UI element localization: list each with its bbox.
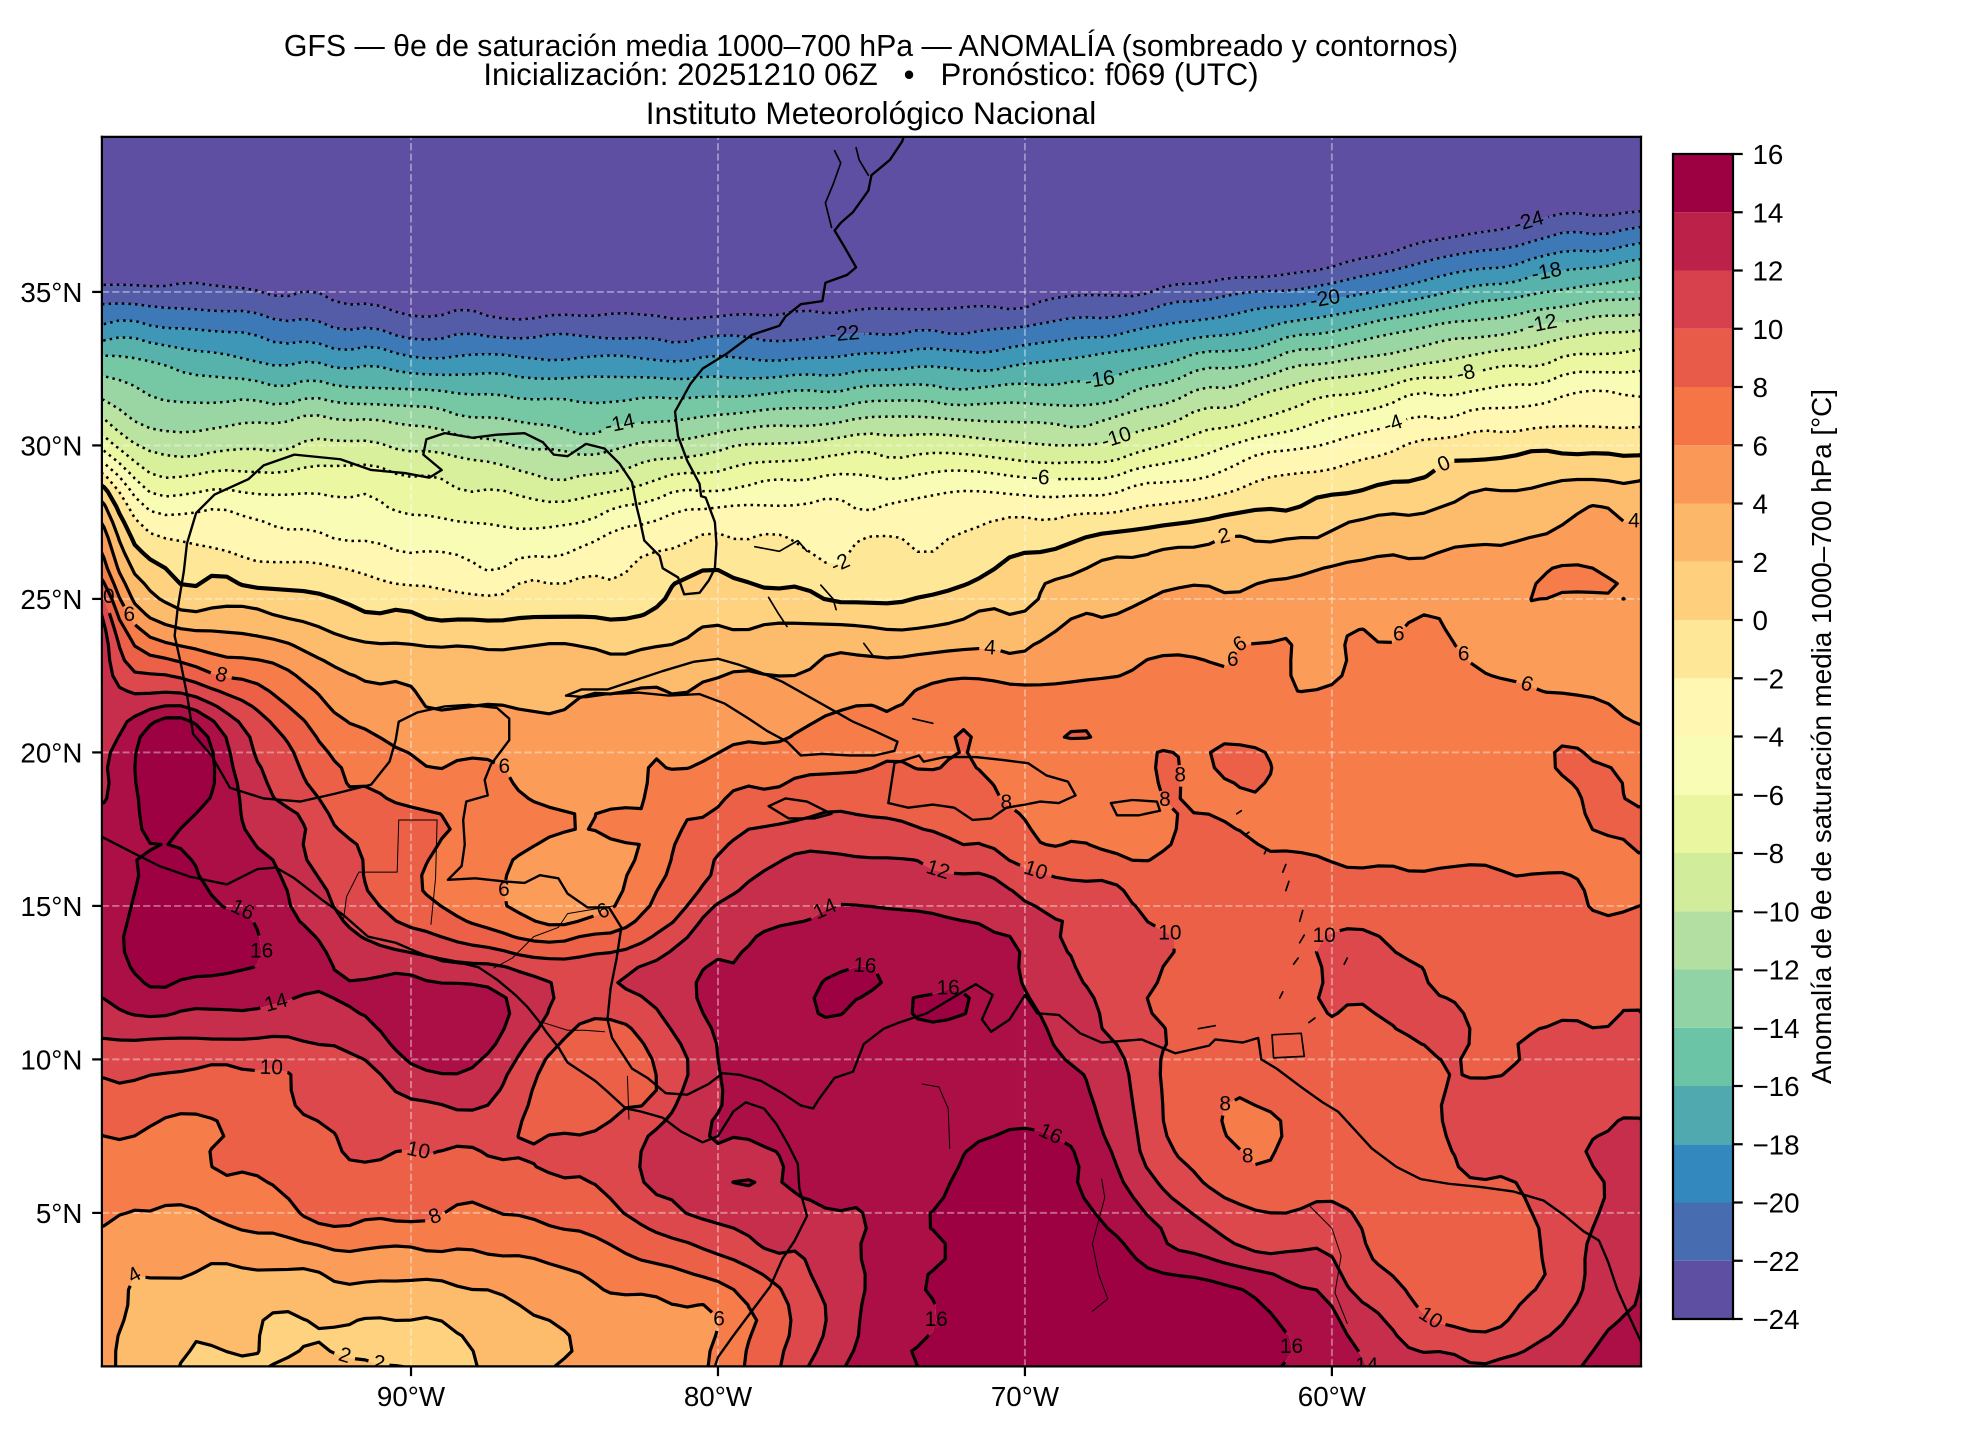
svg-text:16: 16 [1280,1335,1303,1358]
svg-text:-18: -18 [1530,258,1564,286]
svg-text:6: 6 [498,755,510,778]
svg-text:10: 10 [1313,924,1336,947]
svg-text:8: 8 [1000,791,1012,814]
svg-text:−16: −16 [1752,1071,1799,1102]
svg-text:35°N: 35°N [20,277,82,308]
svg-text:80°W: 80°W [684,1381,753,1412]
svg-text:90°W: 90°W [377,1381,446,1412]
svg-text:60°W: 60°W [1298,1381,1367,1412]
svg-text:4: 4 [984,636,997,660]
svg-text:6: 6 [1227,648,1239,671]
svg-text:−24: −24 [1752,1304,1799,1335]
svg-text:10: 10 [1752,314,1783,345]
svg-text:8: 8 [1219,1093,1231,1116]
svg-text:2: 2 [1216,524,1233,549]
svg-text:2: 2 [1752,547,1767,578]
svg-text:20°N: 20°N [20,737,82,768]
svg-text:−20: −20 [1752,1188,1799,1219]
svg-text:-6: -6 [1030,466,1050,490]
svg-text:GFS — θe de saturación media 1: GFS — θe de saturación media 1000–700 hP… [284,30,1458,63]
svg-text:−4: −4 [1752,722,1784,753]
svg-text:Inicialización: 20251210 06Z: Inicialización: 20251210 06Z • Pronóstic… [483,57,1258,92]
svg-text:14: 14 [1355,1354,1378,1377]
svg-text:-12: -12 [1525,309,1559,337]
svg-text:6: 6 [124,603,136,626]
svg-text:10: 10 [405,1137,432,1164]
svg-text:10: 10 [259,1056,283,1080]
svg-text:8: 8 [1174,763,1186,786]
svg-text:16: 16 [853,954,878,978]
svg-text:4: 4 [1628,509,1640,532]
svg-text:-8: -8 [1454,360,1477,386]
svg-text:−14: −14 [1752,1013,1799,1044]
svg-text:16: 16 [250,939,273,962]
svg-text:6: 6 [1393,622,1405,645]
svg-text:2: 2 [336,1343,354,1368]
svg-text:25°N: 25°N [20,584,82,615]
svg-text:−18: −18 [1752,1129,1799,1160]
svg-text:16: 16 [936,976,960,1000]
svg-text:2: 2 [480,1364,492,1387]
svg-text:70°W: 70°W [991,1381,1060,1412]
svg-text:12: 12 [1752,256,1783,287]
svg-text:−22: −22 [1752,1246,1799,1277]
svg-text:8: 8 [1752,372,1767,403]
svg-text:8: 8 [1242,1145,1254,1168]
svg-text:10: 10 [1158,922,1181,945]
svg-text:5°N: 5°N [36,1198,83,1229]
svg-text:30°N: 30°N [20,430,82,461]
svg-text:−2: −2 [1752,663,1784,694]
svg-text:10°N: 10°N [20,1044,82,1075]
svg-text:−12: −12 [1752,955,1799,986]
svg-text:−6: −6 [1752,780,1784,811]
svg-text:8: 8 [213,662,230,687]
svg-text:Anomalía de θe de saturación m: Anomalía de θe de saturación media 1000–… [1806,389,1837,1084]
svg-text:6: 6 [713,1308,725,1331]
svg-text:-22: -22 [829,321,861,346]
svg-text:8: 8 [1159,788,1171,811]
svg-text:16: 16 [925,1308,948,1331]
svg-text:10: 10 [91,585,114,608]
svg-text:6: 6 [498,878,510,901]
svg-text:16: 16 [1752,139,1783,170]
svg-text:6: 6 [1752,430,1767,461]
svg-text:4: 4 [1752,489,1767,520]
svg-text:14: 14 [1752,197,1783,228]
svg-text:−10: −10 [1752,896,1799,927]
svg-text:14: 14 [262,989,290,1017]
svg-text:6: 6 [1458,642,1470,665]
svg-text:0: 0 [1752,605,1767,636]
svg-text:-16: -16 [1083,366,1116,393]
svg-text:−8: −8 [1752,838,1784,869]
svg-text:-20: -20 [1308,285,1342,313]
svg-text:15°N: 15°N [20,891,82,922]
svg-text:Instituto Meteorológico Nacion: Instituto Meteorológico Nacional [646,95,1096,131]
svg-text:2: 2 [371,1351,387,1376]
